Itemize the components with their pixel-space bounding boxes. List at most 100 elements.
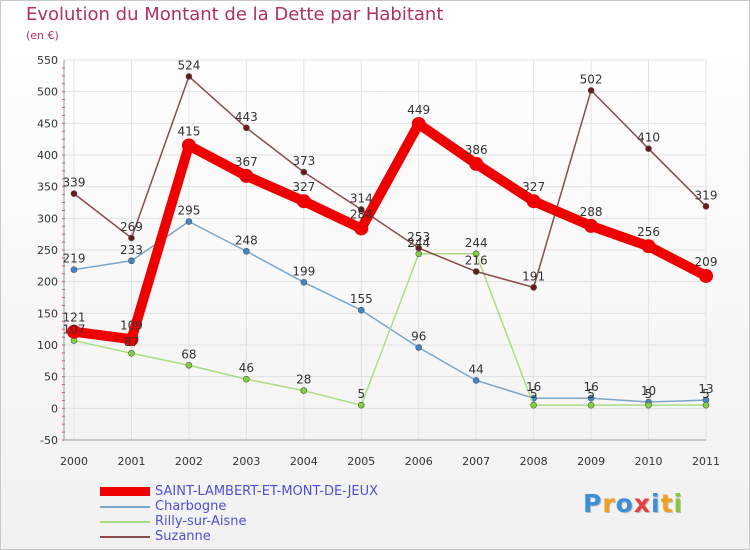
data-label: 216: [465, 254, 488, 268]
data-point: [641, 239, 656, 254]
data-label: 288: [580, 205, 603, 219]
legend-swatch: [100, 536, 150, 538]
data-label: 253: [407, 230, 430, 244]
y-tick-label: 400: [37, 149, 58, 162]
data-label: 87: [124, 335, 139, 349]
x-tick-label: 2009: [577, 455, 605, 468]
data-label: 449: [407, 103, 430, 117]
data-point: [415, 250, 423, 258]
data-label: 233: [120, 243, 143, 257]
data-point: [296, 194, 311, 209]
series-line-1: [73, 220, 707, 403]
x-tick-label: 2007: [462, 455, 490, 468]
data-point: [67, 324, 81, 339]
y-tick-label: 300: [37, 212, 58, 225]
data-label: 5: [357, 387, 365, 401]
data-point: [587, 394, 595, 402]
data-label: 410: [637, 131, 660, 145]
data-label: 443: [235, 110, 258, 124]
logo-letter: x: [633, 489, 651, 518]
data-label: 5: [645, 387, 653, 401]
x-tick-label: 2006: [405, 455, 433, 468]
data-point: [702, 203, 710, 210]
data-point: [472, 377, 480, 384]
y-tick-label: 500: [37, 86, 58, 99]
legend-label: Suzanne: [155, 529, 211, 544]
data-label: 68: [181, 347, 196, 361]
data-label: 5: [702, 387, 710, 401]
data-label: 121: [63, 311, 86, 325]
proxiti-logo: Proxiti: [583, 489, 683, 518]
y-tick-label: 0: [51, 402, 58, 415]
data-point: [702, 401, 710, 409]
data-point: [128, 234, 135, 242]
y-tick-label: 150: [37, 307, 58, 320]
data-point: [357, 206, 365, 213]
data-label: 191: [522, 269, 545, 283]
legend-swatch: [100, 521, 150, 523]
data-point: [357, 401, 365, 409]
data-label: 367: [235, 155, 258, 169]
y-tick-label: 50: [44, 371, 58, 384]
legend-swatch: [100, 487, 150, 496]
data-label: 373: [292, 154, 315, 168]
chart-subtitle: (en €): [26, 29, 59, 42]
data-point: [243, 124, 250, 132]
data-point: [530, 284, 537, 291]
data-label: 327: [522, 180, 545, 194]
logo-letter: P: [583, 489, 603, 518]
y-tick-label: 100: [37, 339, 58, 352]
data-label: 28: [296, 373, 311, 387]
series-line-0: [69, 118, 711, 345]
series-line-2: [73, 253, 707, 406]
data-point: [415, 244, 423, 252]
data-point: [70, 266, 78, 273]
data-point: [357, 306, 365, 314]
data-label: 5: [587, 387, 595, 401]
data-point: [354, 221, 369, 236]
data-label: 524: [177, 58, 200, 72]
data-label: 155: [350, 292, 373, 306]
data-point: [469, 156, 484, 171]
y-tick-label: 250: [37, 244, 58, 257]
data-point: [185, 361, 193, 369]
data-label: 107: [63, 323, 86, 337]
data-point: [243, 247, 250, 255]
x-tick-label: 2004: [290, 455, 318, 468]
line-chart: -50 0 50 100 150 200 250 300 350 400 450 500 550 2000…: [37, 54, 720, 468]
data-point: [243, 375, 250, 383]
logo-letter: r: [602, 489, 616, 518]
data-point: [300, 168, 308, 176]
logo-letter: i: [651, 489, 661, 518]
data-point: [472, 250, 480, 258]
data-label: 199: [292, 264, 315, 278]
legend-label: Rilly-sur-Aisne: [155, 514, 247, 529]
data-label: 16: [583, 380, 598, 394]
data-label: 109: [120, 318, 143, 332]
data-label: 44: [469, 362, 484, 376]
data-point: [300, 278, 308, 286]
data-label: 502: [580, 72, 603, 86]
data-label: 339: [63, 176, 86, 190]
data-point: [185, 218, 193, 225]
data-label: 16: [526, 380, 541, 394]
data-point: [185, 73, 193, 80]
y-tick-label: 200: [37, 276, 58, 289]
x-tick-label: 2005: [347, 455, 375, 468]
y-tick-label: -50: [40, 434, 58, 447]
x-tick-label: 2002: [175, 455, 203, 468]
y-tick-label: 550: [37, 54, 58, 67]
data-point: [699, 268, 713, 283]
data-label: 386: [465, 143, 488, 157]
data-point: [239, 168, 254, 183]
data-label: 248: [235, 233, 258, 247]
data-point: [411, 116, 426, 131]
legend-label: SAINT-LAMBERT-ET-MONT-DE-JEUX: [155, 484, 379, 499]
data-point: [584, 218, 599, 233]
data-point: [70, 190, 78, 197]
y-tick-label: 450: [37, 117, 58, 130]
x-tick-label: 2010: [635, 455, 663, 468]
data-label: 269: [120, 220, 143, 234]
data-label: 219: [63, 252, 86, 266]
data-point: [587, 87, 595, 94]
